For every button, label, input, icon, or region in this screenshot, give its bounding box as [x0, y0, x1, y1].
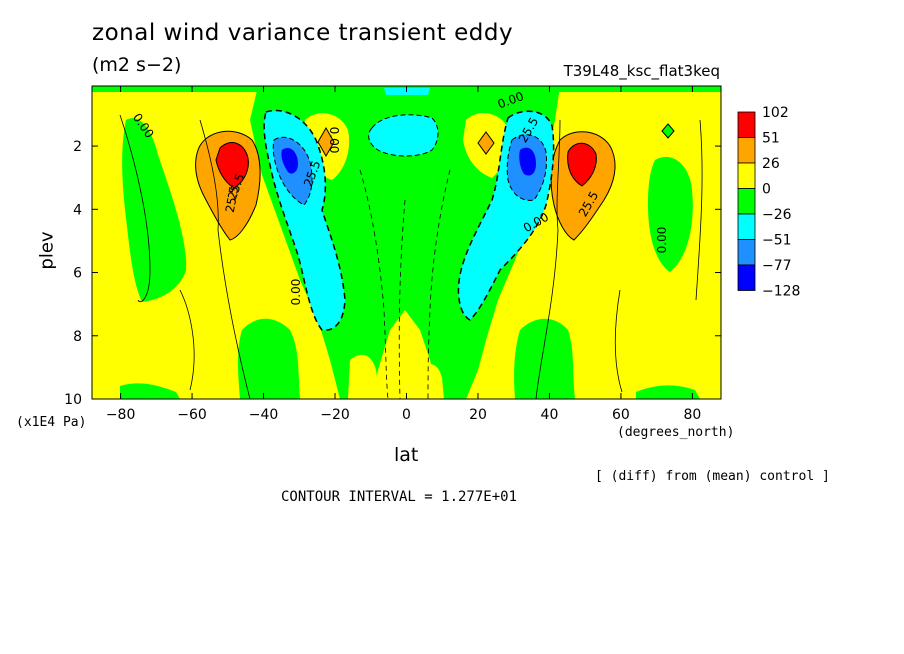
island-yellow-bottom-mid2	[418, 364, 444, 399]
contour-label: 0.00	[655, 227, 669, 254]
y-axis-label: plev	[36, 231, 58, 270]
diff-note: [ (diff) from (mean) control ]	[595, 469, 830, 484]
y-tick-label: 10	[64, 392, 82, 408]
legend-swatch	[737, 137, 756, 164]
x-tick-label: 0	[402, 407, 411, 423]
x-tick-label: −80	[106, 407, 136, 423]
legend-level-label: 51	[762, 131, 780, 147]
contour-label: 0.00	[327, 127, 341, 154]
nh-red-core	[567, 142, 597, 187]
x-tick-label: 80	[683, 407, 701, 423]
equatorial-cyan	[368, 114, 439, 157]
region-right-green	[648, 156, 693, 272]
orange-diamond-left	[317, 126, 335, 158]
y-tick-label: 8	[73, 329, 82, 345]
orange-diamond-right	[477, 131, 495, 155]
island-yellow-bottom-mid	[348, 354, 380, 399]
x-tick-label: −40	[249, 407, 279, 423]
region-left-green	[122, 118, 187, 303]
legend-level-label: −51	[762, 233, 792, 249]
nh-orange-core	[550, 131, 616, 241]
legend-level-label: −26	[762, 207, 792, 223]
y-axis-unit: (x1E4 Pa)	[16, 415, 87, 430]
legend-level-label: 0	[762, 182, 771, 198]
y-tick-label: 2	[73, 139, 82, 155]
x-tick-label: −20	[320, 407, 350, 423]
legend-level-label: −77	[762, 258, 792, 274]
x-tick-label: 20	[469, 407, 487, 423]
legend-level-label: 102	[762, 105, 789, 121]
region-right-bottom-green2	[636, 385, 700, 399]
x-axis-label: lat	[394, 444, 419, 466]
x-axis-unit: (degrees_north)	[617, 425, 735, 440]
contour-label: 25.5	[223, 185, 241, 214]
x-tick-label: 60	[612, 407, 630, 423]
sh-darkblue-core	[281, 147, 298, 174]
green-diamond-right	[661, 123, 675, 139]
legend-level-label: 26	[762, 156, 780, 172]
contour-label: 0.00	[289, 279, 303, 306]
legend-swatch	[737, 162, 756, 189]
region-left-bottom-green2	[120, 383, 180, 399]
region-left-bottom-green	[238, 318, 300, 399]
y-tick-label: 6	[73, 266, 82, 282]
legend-swatch	[737, 239, 756, 266]
chart-units: (m2 s−2)	[92, 54, 182, 76]
legend-swatch	[737, 213, 756, 240]
region-right-bottom-green	[514, 318, 575, 399]
nh-darkblue-core	[519, 147, 536, 176]
legend-swatch	[737, 264, 756, 291]
sh-red-core	[215, 142, 249, 189]
y-tick-label: 4	[73, 202, 82, 218]
run-label: T39L48_ksc_flat3keq	[563, 62, 720, 80]
legend-swatch	[737, 188, 756, 215]
x-tick-label: −60	[177, 407, 207, 423]
contour-interval: CONTOUR INTERVAL = 1.277E+01	[281, 489, 518, 505]
legend-level-label: −128	[762, 284, 800, 300]
x-tick-label: 40	[541, 407, 559, 423]
legend-swatch	[737, 111, 756, 138]
chart-title: zonal wind variance transient eddy	[92, 20, 514, 46]
